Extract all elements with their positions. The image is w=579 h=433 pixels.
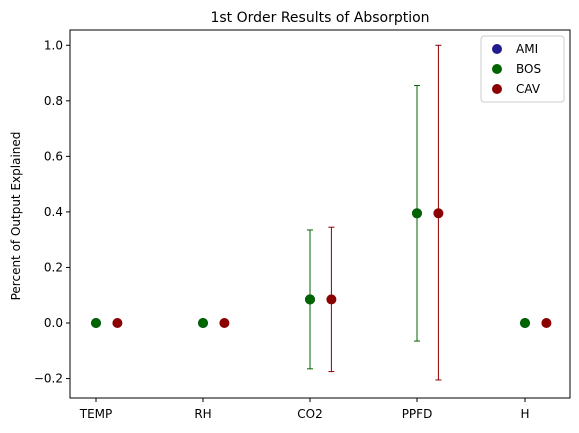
y-axis: −0.2 0.0 0.2 0.4 0.6 0.8 1.0	[34, 38, 70, 386]
data-points	[91, 208, 552, 329]
chart-title: 1st Order Results of Absorption	[210, 10, 429, 26]
y-axis-label: Percent of Output Explained	[9, 132, 23, 301]
y-tick-label: 0.6	[44, 149, 63, 163]
legend-label: BOS	[516, 62, 541, 76]
plot-frame	[69, 29, 571, 399]
y-tick-label: 0.2	[44, 260, 63, 274]
data-point	[326, 294, 337, 305]
x-tick-label: TEMP	[79, 407, 113, 421]
data-point	[198, 318, 208, 329]
y-tick-label: 1.0	[44, 38, 63, 52]
x-tick-label: RH	[194, 407, 211, 421]
legend-marker	[492, 44, 502, 54]
legend-label: CAV	[516, 82, 541, 96]
data-point	[541, 318, 552, 329]
y-tick-label: −0.2	[34, 372, 63, 386]
legend-marker	[492, 84, 502, 94]
x-axis: TEMP RH CO2 PPFD H	[79, 398, 530, 421]
y-tick-label: 0.4	[44, 205, 63, 219]
x-tick-label: CO2	[297, 407, 322, 421]
y-tick-label: 0.0	[44, 316, 63, 330]
x-tick-label: PPFD	[402, 407, 433, 421]
legend-box	[480, 35, 565, 103]
data-point	[305, 294, 315, 305]
y-tick-label: 0.8	[44, 94, 63, 108]
legend-label: AMI	[516, 42, 538, 56]
data-point	[91, 318, 101, 329]
data-point	[412, 208, 422, 219]
legend: AMI BOS CAV	[480, 35, 565, 103]
data-point	[433, 208, 444, 219]
data-point	[520, 318, 530, 329]
data-point	[112, 318, 123, 329]
data-point	[219, 318, 230, 329]
legend-marker	[492, 64, 502, 74]
x-tick-label: H	[520, 407, 529, 421]
